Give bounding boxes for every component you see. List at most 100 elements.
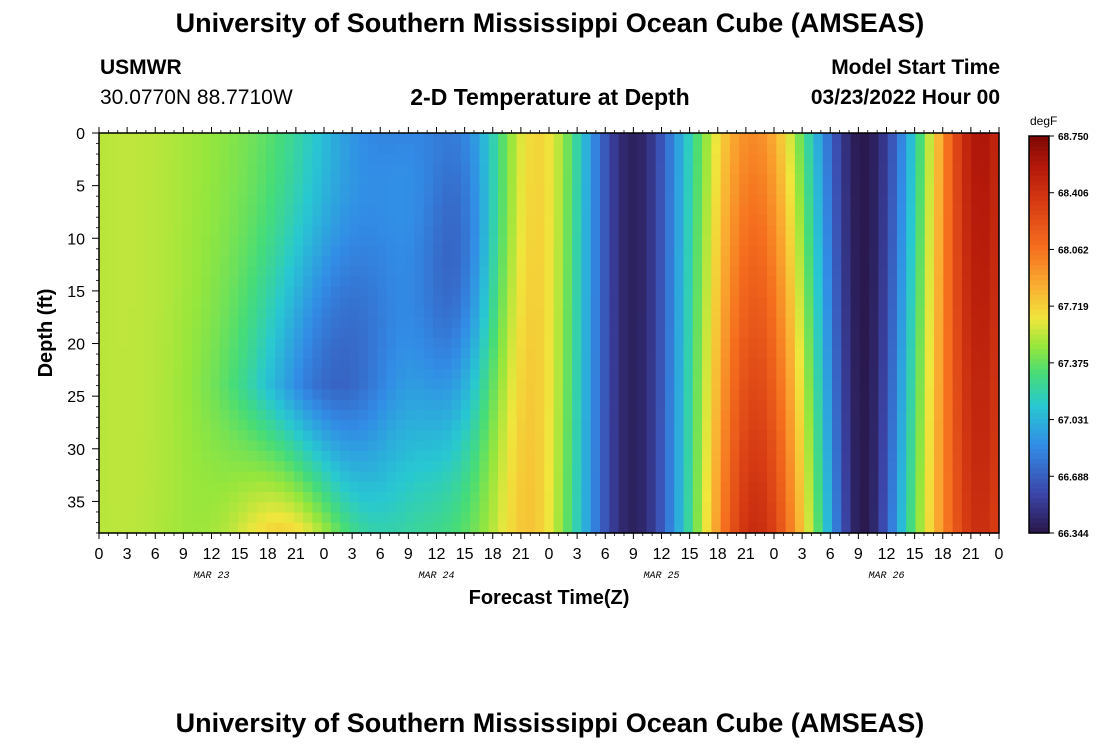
heatmap-cell <box>219 327 230 339</box>
heatmap-cell <box>433 194 443 206</box>
heatmap-cell <box>906 461 917 473</box>
heatmap-cell <box>804 317 815 329</box>
heatmap-cell <box>275 194 286 206</box>
heatmap-cell <box>256 512 267 524</box>
heatmap-cell <box>952 409 963 421</box>
heatmap-cell <box>99 235 109 247</box>
heatmap-cell <box>247 225 258 237</box>
heatmap-cell <box>971 225 982 237</box>
heatmap-cell <box>544 204 555 216</box>
heatmap-cell <box>887 204 898 216</box>
heatmap-cell <box>813 461 824 473</box>
colorbar-segment <box>1029 339 1049 346</box>
heatmap-cell <box>581 245 592 257</box>
heatmap-cell <box>924 379 935 391</box>
heatmap-cell <box>108 481 119 493</box>
heatmap-cell <box>535 409 545 421</box>
heatmap-cell <box>507 389 518 401</box>
heatmap-cell <box>859 502 870 514</box>
heatmap-cell <box>906 327 917 339</box>
heatmap-cell <box>841 461 852 473</box>
heatmap-cell <box>182 204 193 216</box>
heatmap-cell <box>943 163 954 175</box>
heatmap-cell <box>637 430 648 442</box>
heatmap-cell <box>544 327 555 339</box>
heatmap-cell <box>906 204 917 216</box>
heatmap-cell <box>210 389 221 401</box>
heatmap-cell <box>228 286 239 298</box>
heatmap-cell <box>887 153 898 165</box>
heatmap-cell <box>507 358 518 370</box>
heatmap-cell <box>553 317 564 329</box>
y-tick-label: 35 <box>67 494 85 511</box>
heatmap-cell <box>191 502 202 514</box>
colorbar-segment <box>1029 136 1049 142</box>
heatmap-cell <box>943 430 954 442</box>
heatmap-cell <box>637 307 648 319</box>
heatmap-cell <box>655 348 666 360</box>
heatmap-cell <box>479 286 490 298</box>
heatmap-cell <box>776 409 787 421</box>
heatmap-cell <box>915 297 926 308</box>
heatmap-cell <box>943 174 954 185</box>
heatmap-cell <box>748 389 759 401</box>
heatmap-cell <box>618 174 629 185</box>
heatmap-cell <box>757 502 768 514</box>
heatmap-cell <box>238 338 249 349</box>
heatmap-cell <box>228 266 239 278</box>
heatmap-cell <box>767 143 777 155</box>
heatmap-cell <box>850 420 861 432</box>
heatmap-cell <box>692 297 703 308</box>
heatmap-cell <box>683 461 694 473</box>
heatmap-cell <box>822 450 833 462</box>
heatmap-cell <box>479 307 490 319</box>
heatmap-cell <box>906 133 917 144</box>
heatmap-cell <box>247 163 258 175</box>
heatmap-cell <box>822 297 833 308</box>
heatmap-cell <box>368 471 378 483</box>
heatmap-cell <box>980 276 991 288</box>
colorbar-label: 68.062 <box>1058 245 1089 256</box>
heatmap-cell <box>405 461 416 473</box>
heatmap-cell <box>99 522 109 534</box>
heatmap-cell <box>544 317 555 329</box>
heatmap-cell <box>191 440 202 452</box>
heatmap-cell <box>813 379 824 391</box>
heatmap-cell <box>126 327 137 339</box>
heatmap-cell <box>136 358 146 370</box>
heatmap-cell <box>293 174 304 185</box>
heatmap-cell <box>405 399 416 411</box>
heatmap-cell <box>284 379 295 391</box>
heatmap-cell <box>275 276 286 288</box>
heatmap-cell <box>859 522 870 534</box>
heatmap-cell <box>562 143 573 155</box>
heatmap-cell <box>776 163 787 175</box>
heatmap-cell <box>590 204 601 216</box>
heatmap-cell <box>117 409 128 421</box>
heatmap-cell <box>729 358 740 370</box>
heatmap-cell <box>275 235 286 247</box>
heatmap-cell <box>683 153 694 165</box>
heatmap-cell <box>748 194 759 206</box>
heatmap-cell <box>275 266 286 278</box>
heatmap-cell <box>136 225 146 237</box>
heatmap-cell <box>739 368 750 380</box>
heatmap-cell <box>757 143 768 155</box>
heatmap-cell <box>618 194 629 206</box>
heatmap-cell <box>433 184 443 196</box>
heatmap-cell <box>497 174 508 185</box>
heatmap-cell <box>275 338 286 349</box>
heatmap-cell <box>256 389 267 401</box>
heatmap-cell <box>405 512 416 524</box>
heatmap-cell <box>201 420 211 432</box>
heatmap-cell <box>896 215 907 226</box>
heatmap-cell <box>163 348 174 360</box>
heatmap-cell <box>368 461 378 473</box>
heatmap-cell <box>804 491 815 503</box>
heatmap-cell <box>748 471 759 483</box>
heatmap-cell <box>989 204 1000 216</box>
heatmap-cell <box>757 184 768 196</box>
heatmap-cell <box>794 368 805 380</box>
x-tick-label: 15 <box>681 546 699 563</box>
heatmap-cell <box>228 450 239 462</box>
